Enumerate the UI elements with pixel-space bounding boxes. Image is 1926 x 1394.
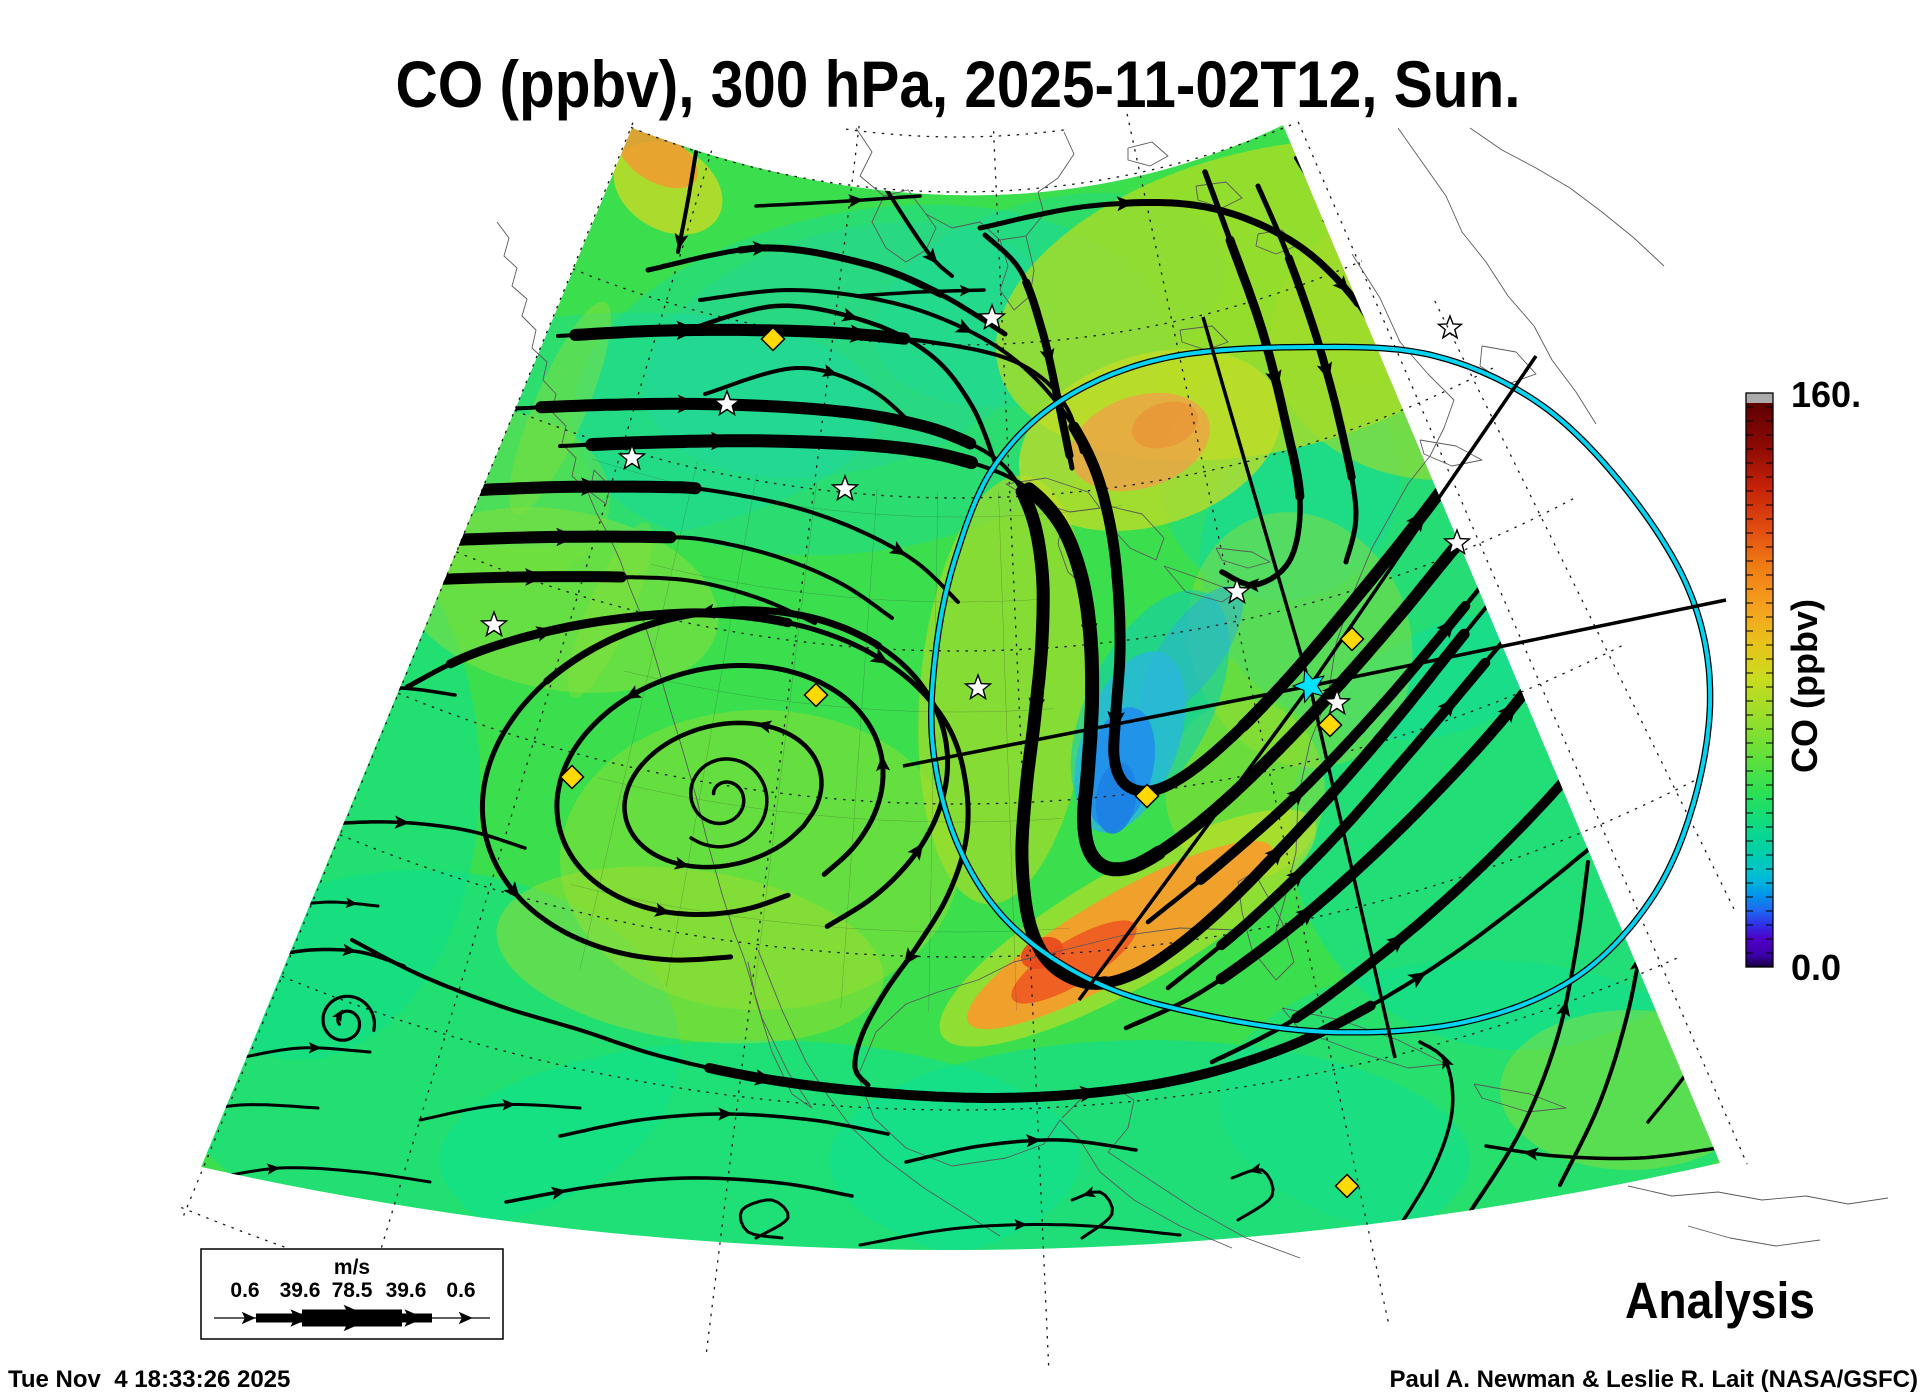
svg-text:39.6: 39.6: [280, 1279, 321, 1302]
svg-text:Paul A. Newman & Leslie R. Lai: Paul A. Newman & Leslie R. Lait (NASA/GS…: [1389, 1366, 1918, 1393]
svg-text:78.5: 78.5: [332, 1279, 373, 1302]
svg-text:CO (ppbv): CO (ppbv): [1784, 599, 1825, 773]
svg-text:0.6: 0.6: [446, 1279, 475, 1302]
svg-text:Tue Nov 4 18:33:26 2025: Tue Nov 4 18:33:26 2025: [8, 1366, 290, 1393]
svg-text:m/s: m/s: [334, 1256, 370, 1279]
svg-text:CO (ppbv), 300 hPa, 2025-11-02: CO (ppbv), 300 hPa, 2025-11-02T12, Sun.: [396, 47, 1521, 121]
svg-text:0.0: 0.0: [1791, 947, 1841, 988]
svg-text:160.: 160.: [1791, 374, 1861, 415]
svg-text:0.6: 0.6: [230, 1279, 259, 1302]
svg-text:Analysis: Analysis: [1625, 1272, 1815, 1329]
svg-text:39.6: 39.6: [386, 1279, 427, 1302]
